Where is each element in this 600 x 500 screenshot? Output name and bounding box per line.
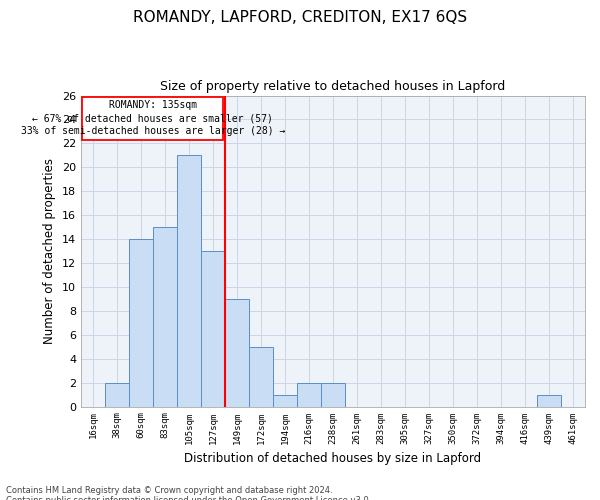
Bar (537, 394, 561, 406)
X-axis label: Distribution of detached houses by size in Lapford: Distribution of detached houses by size … (184, 452, 482, 465)
Bar (105, 382, 129, 406)
Bar (225, 299, 249, 406)
Bar (153, 227, 177, 406)
Text: ROMANDY, LAPFORD, CREDITON, EX17 6QS: ROMANDY, LAPFORD, CREDITON, EX17 6QS (133, 10, 467, 25)
Bar (82, 97, 223, 140)
Text: ROMANDY: 135sqm: ROMANDY: 135sqm (109, 100, 197, 110)
Bar (201, 251, 225, 406)
Bar (273, 394, 297, 406)
Text: 33% of semi-detached houses are larger (28) →: 33% of semi-detached houses are larger (… (20, 126, 285, 136)
Text: Contains HM Land Registry data © Crown copyright and database right 2024.: Contains HM Land Registry data © Crown c… (6, 486, 332, 495)
Bar (321, 382, 345, 406)
Bar (249, 346, 273, 406)
Text: Contains public sector information licensed under the Open Government Licence v3: Contains public sector information licen… (6, 496, 371, 500)
Text: ← 67% of detached houses are smaller (57): ← 67% of detached houses are smaller (57… (32, 114, 273, 124)
Bar (297, 382, 321, 406)
Bar (177, 156, 201, 406)
Title: Size of property relative to detached houses in Lapford: Size of property relative to detached ho… (160, 80, 506, 93)
Bar (129, 239, 153, 406)
Y-axis label: Number of detached properties: Number of detached properties (43, 158, 56, 344)
